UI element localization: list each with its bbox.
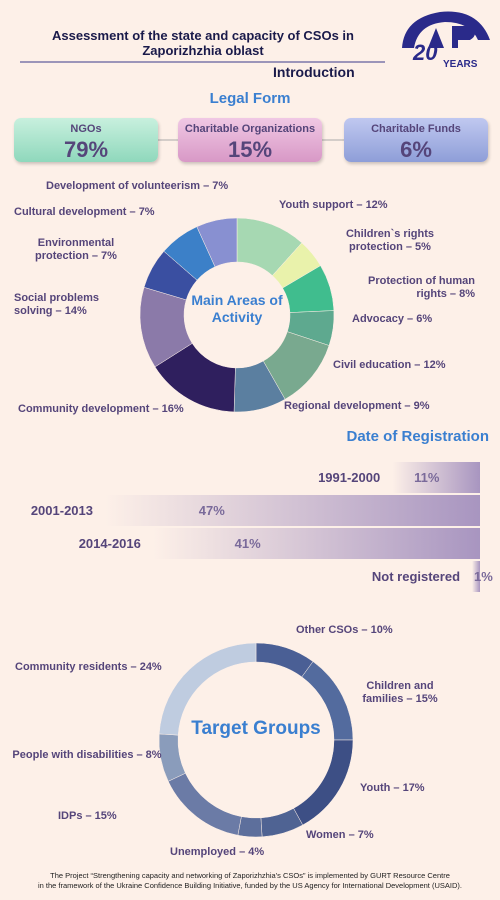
legal-form-title: Legal Form [209, 90, 291, 107]
footer-line: The Project “Strengthening capacity and … [50, 871, 450, 880]
category-label: 2001-2013 [30, 503, 93, 518]
logo-number: 20 [413, 40, 438, 65]
card: NGOs 79% [14, 118, 158, 162]
donut-segment [158, 733, 186, 782]
segment-label: Advocacy – 6% [352, 313, 433, 325]
footer-line: in the framework of the Ukraine Confiden… [38, 881, 462, 890]
value-label: 41% [234, 536, 261, 551]
segment-label: Youth – 17% [360, 782, 425, 794]
donut-segment [293, 739, 354, 826]
value-label: 1% [474, 569, 493, 584]
card-value: 15% [227, 137, 273, 162]
category-label: 2014-2016 [78, 536, 141, 551]
card-value: 6% [400, 137, 432, 162]
logo-text: YEARS [443, 59, 478, 70]
chart-title: Date of Registration [346, 428, 489, 445]
segment-label: Community residents – 24% [15, 661, 162, 673]
logo [402, 11, 490, 48]
value-label: 47% [198, 503, 225, 518]
segment-label: Community development – 16% [18, 403, 184, 415]
center-label: Target Groups [191, 718, 321, 739]
card-value: 79% [63, 137, 109, 162]
card: Charitable Funds 6% [344, 118, 488, 162]
donut-segment [196, 217, 238, 268]
donut-segment [167, 772, 242, 836]
card-label: NGOs [70, 123, 102, 135]
logo-shape [428, 26, 475, 48]
section-title: Introduction [273, 64, 355, 80]
category-label: 1991-2000 [318, 470, 381, 485]
title: Assessment of the state and capacity of … [52, 28, 354, 58]
bar [152, 528, 480, 559]
card: Charitable Organizations 15% [178, 118, 322, 162]
card-label: Charitable Funds [371, 123, 461, 135]
card-label: Charitable Organizations [184, 123, 316, 135]
segment-label: Children`s rights protection – 5% [345, 228, 434, 253]
segment-label: Other CSOs – 10% [296, 624, 393, 636]
bar [392, 462, 480, 493]
segment-label: Children and families – 15% [362, 680, 438, 705]
charts [105, 217, 480, 838]
center-label: Main Areas of Activity [191, 292, 283, 325]
segment-label: Cultural development – 7% [14, 206, 155, 218]
segment-label: Social problems solving – 14% [14, 292, 99, 317]
segment-label: Unemployed – 4% [170, 846, 265, 858]
segment-label: IDPs – 15% [58, 810, 117, 822]
segment-label: Development of volunteerism – 7% [46, 180, 229, 192]
segment-label: Protection of human rights – 8% [368, 275, 475, 300]
segment-label: Civil education – 12% [333, 359, 446, 371]
bar [105, 495, 480, 526]
segment-label: Women – 7% [306, 829, 374, 841]
segment-label: Environmental protection – 7% [35, 237, 117, 262]
donut-segment [237, 816, 263, 838]
segment-label: Youth support – 12% [279, 199, 388, 211]
value-label: 11% [414, 470, 440, 485]
logo-arc [402, 11, 490, 48]
footer: The Project “Strengthening capacity and … [0, 871, 500, 891]
donut-segment [255, 642, 314, 678]
category-label: Not registered [371, 569, 461, 584]
bar [472, 561, 480, 592]
segment-label: People with disabilities – 8% [12, 749, 162, 761]
segment-label: Regional development – 9% [284, 400, 430, 412]
